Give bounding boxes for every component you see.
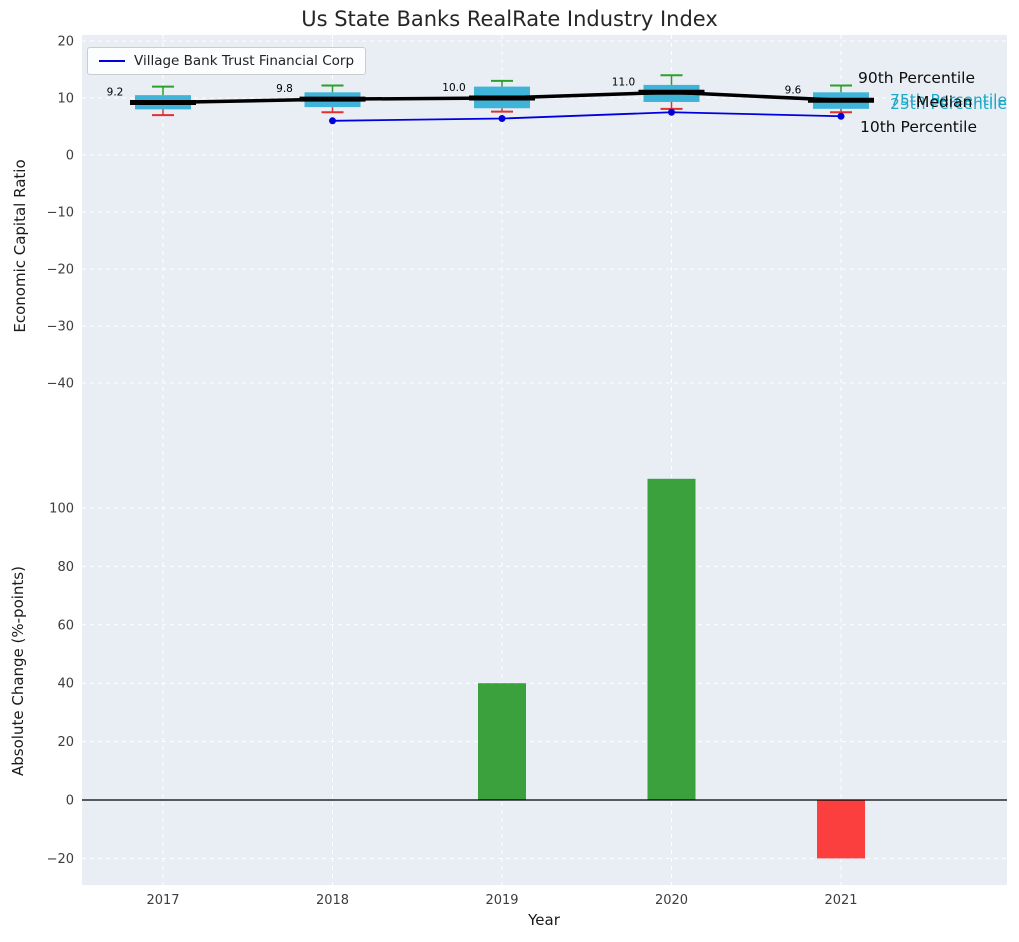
annotation-75th-percentile: 75th Percentile [890,91,1008,109]
company-point [498,115,506,123]
x-tick-label: 2017 [146,893,179,908]
x-tick-label: 2019 [485,893,518,908]
bar [478,683,526,800]
median-value-label: 9.8 [276,83,293,95]
annotation-10th-percentile: 10th Percentile [860,118,978,136]
y-tick-label: −20 [47,852,74,867]
x-tick-label: 2020 [655,893,688,908]
y-tick-label: 100 [49,502,74,517]
legend: Village Bank Trust Financial Corp [87,47,367,75]
legend-line-icon [99,60,125,62]
bar [817,800,865,859]
annotation-90th-percentile: 90th Percentile [858,69,976,87]
chart-title: Us State Banks RealRate Industry Index [301,7,718,31]
y-tick-label: 40 [57,677,74,692]
y-tick-label: 20 [57,35,74,50]
company-point [668,108,675,116]
y-tick-label: −40 [47,377,74,392]
y-tick-label: −20 [47,263,74,278]
company-point [837,112,845,120]
annotation-median: Median [916,93,973,111]
absolute-change-bar-chart: −20 0 20 40 60 80 100 2017 2018 2019 2020 2021 [47,458,1007,908]
y-tick-label: −30 [47,320,74,335]
x-tick-label: 2021 [824,893,857,908]
annotation-25th-percentile: 25th Percentile [890,95,1008,113]
x-axis-label: Year [528,911,560,929]
bar [647,478,696,800]
y-tick-label: 60 [57,618,74,633]
median-value-label: 9.6 [785,84,802,96]
top-y-axis-label: Economic Capital Ratio [11,159,29,333]
median-value-label: 9.2 [107,87,124,99]
y-tick-label: −10 [47,206,74,221]
y-tick-label: 80 [57,560,74,575]
y-tick-label: 10 [57,92,74,107]
median-value-label: 10.0 [442,82,465,94]
company-point [329,117,336,125]
y-tick-label: 0 [66,794,74,809]
legend-label: Village Bank Trust Financial Corp [134,53,355,69]
bottom-y-axis-label: Absolute Change (%-points) [9,566,27,776]
median-value-label: 11.0 [612,76,635,88]
y-tick-label: 20 [57,735,74,750]
economic-capital-ratio-boxplot: 20 10 0 −10 −20 −30 −40 9.2 9.8 10.0 11.0 9.6 [47,35,1007,458]
y-tick-label: 0 [66,149,74,164]
bottom-plot-area [82,458,1007,885]
company-line [332,111,842,122]
x-tick-label: 2018 [316,893,349,908]
